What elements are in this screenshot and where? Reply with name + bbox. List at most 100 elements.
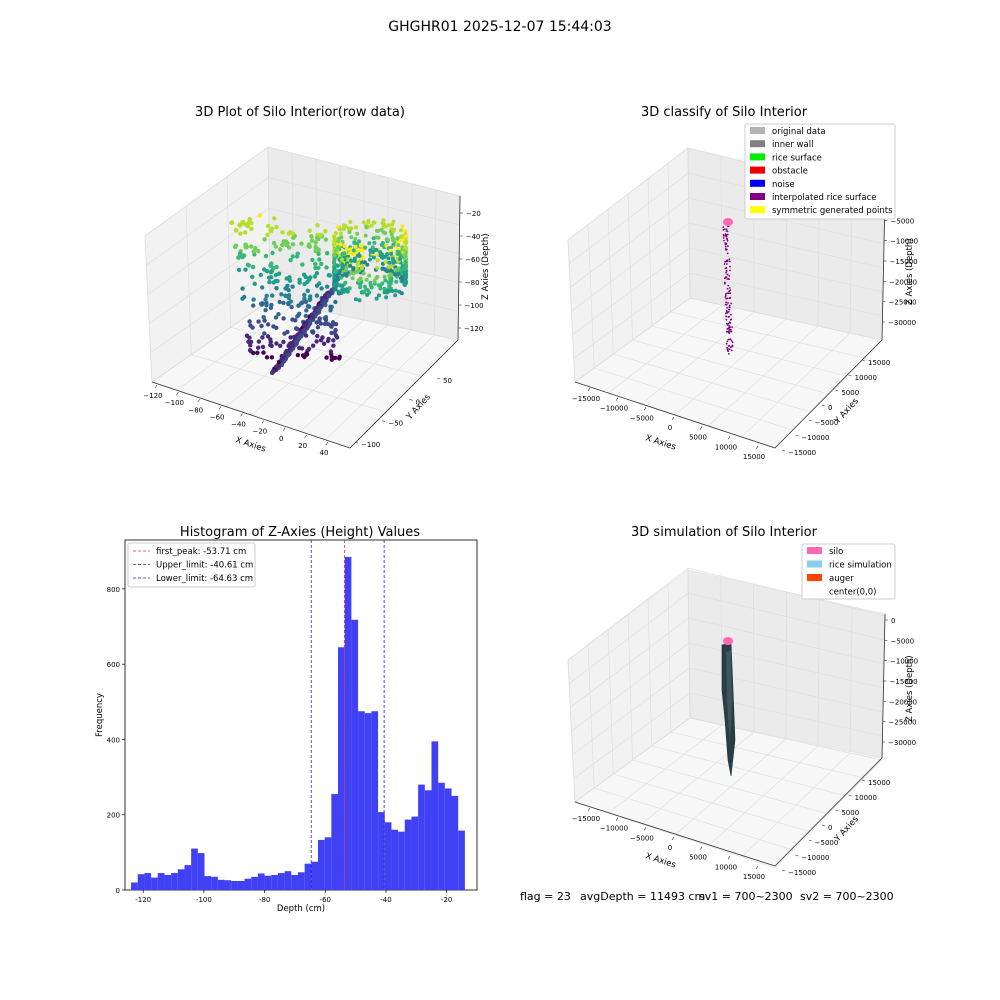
classify-legend: original data inner wall rice surface obsta… [744, 123, 896, 220]
raw-point [252, 281, 257, 286]
histogram-bar [364, 713, 372, 890]
raw-point [317, 305, 322, 311]
classify-point [723, 228, 726, 231]
raw-point [344, 272, 349, 277]
raw-point [269, 275, 274, 280]
raw-point [269, 261, 274, 266]
raw-point [335, 263, 340, 268]
raw-point [285, 283, 290, 288]
raw-point [390, 289, 395, 293]
classify-point [725, 271, 727, 274]
raw-point [294, 254, 300, 259]
x-tick-label: 5000 [689, 434, 707, 442]
simulation-x-axis-line [574, 801, 776, 867]
raw-point [243, 222, 248, 227]
grid-line [570, 197, 885, 288]
x-tick-label: −5000 [630, 834, 654, 842]
x-tick-mark [261, 420, 265, 424]
raw-point [398, 257, 403, 261]
classify-point [728, 260, 731, 263]
raw-point [337, 354, 342, 359]
y-tick-mark [795, 434, 799, 437]
raw-point [260, 335, 265, 340]
raw-point [369, 223, 374, 228]
classify-point [726, 297, 729, 300]
raw-point [338, 227, 343, 232]
classify-point [731, 326, 733, 328]
raw-point [312, 274, 318, 279]
raw-point [323, 229, 328, 234]
raw-point [317, 316, 322, 321]
z-tick-label: −25000 [889, 299, 917, 307]
x-tick-label: −40 [231, 421, 246, 429]
raw-point [363, 245, 368, 250]
raw-point [367, 273, 372, 278]
histogram-bar [331, 794, 339, 890]
raw-point [393, 268, 398, 272]
raw-point [264, 355, 270, 360]
raw-point [263, 308, 268, 313]
raw-point [303, 299, 309, 304]
raw-point [300, 262, 305, 267]
raw-point [271, 240, 277, 246]
grid-line [201, 309, 318, 399]
raw-point [309, 238, 315, 243]
x-tick-mark [671, 416, 675, 421]
raw-point [383, 260, 388, 265]
raw-point [314, 339, 319, 344]
classify-point [724, 293, 727, 295]
x-tick-label: 15000 [743, 873, 765, 881]
classify-point [728, 325, 731, 327]
raw-point [256, 319, 261, 324]
z-tick-label: −20000 [889, 698, 917, 706]
histogram-bar [304, 863, 312, 890]
raw-point [267, 279, 272, 285]
histogram-x-axis-label: Depth (cm) [277, 904, 325, 914]
raw-point [378, 253, 383, 258]
raw-point [249, 221, 254, 226]
raw-point [323, 293, 328, 298]
raw-point [310, 257, 315, 263]
legend-label: silo [829, 547, 843, 557]
classify-point [729, 292, 732, 295]
raw-point [243, 244, 248, 249]
y-tick-mark [848, 794, 852, 797]
x-tick-mark [643, 827, 647, 831]
raw-point [384, 295, 389, 300]
x-tick-mark [671, 836, 675, 841]
raw-point [264, 293, 269, 298]
raw-point [309, 234, 314, 239]
y-tick-mark [835, 809, 839, 812]
raw-point [271, 369, 276, 374]
grid-line [567, 567, 886, 661]
y-tick-label: 10000 [855, 794, 877, 802]
raw-point [323, 237, 329, 242]
histogram-bar [344, 556, 352, 890]
grid-line [571, 642, 884, 732]
histogram-bar [131, 882, 138, 890]
classify-point [726, 292, 728, 294]
raw-point [339, 235, 344, 240]
raw-point [329, 357, 334, 362]
raw-point [285, 353, 291, 358]
legend-swatch [750, 127, 765, 134]
raw-point [328, 349, 334, 354]
raw-point [314, 271, 320, 276]
raw-3d-panel: 3D Plot of Silo Interior(row data) −120−… [143, 105, 491, 457]
raw-point [268, 305, 274, 310]
classify-3d-panel: 3D classify of Silo Interior −15000−1000… [567, 105, 918, 461]
raw-point [268, 270, 274, 275]
y-tick-mark [795, 854, 799, 857]
raw-point [281, 316, 286, 321]
histogram-bar [317, 839, 325, 890]
raw-point [250, 325, 255, 330]
legend-label: center(0,0) [829, 588, 877, 598]
raw-point [286, 295, 291, 301]
raw-point [347, 286, 352, 291]
raw-point [313, 265, 318, 271]
raw-point [314, 283, 320, 288]
raw-point [288, 258, 293, 263]
histogram-bar [197, 853, 205, 890]
x-tick-label: 0 [668, 844, 672, 852]
